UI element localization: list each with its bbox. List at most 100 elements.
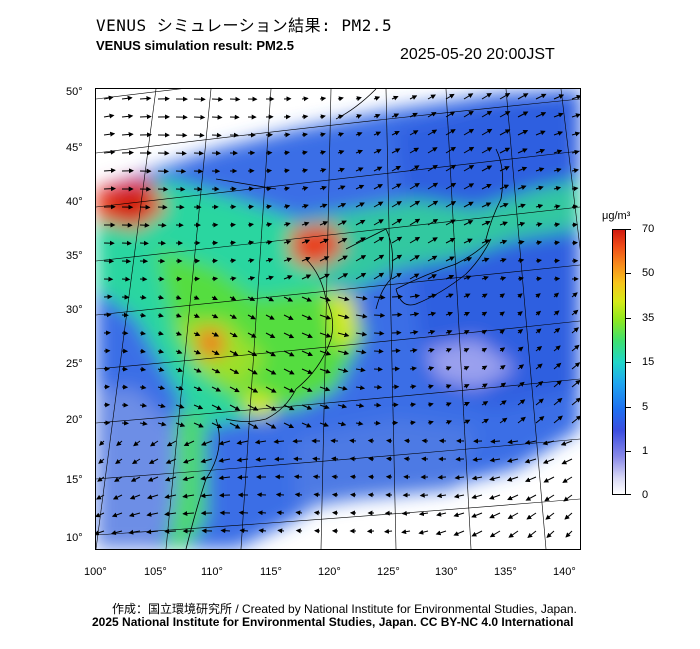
wind-arrow (427, 293, 437, 299)
wind-arrow (445, 182, 457, 190)
wind-arrow (535, 112, 547, 118)
wind-arrow (524, 458, 537, 464)
forecast-datetime: 2025-05-20 20:00JST (400, 46, 555, 63)
wind-arrow (571, 149, 580, 155)
wind-arrow (294, 492, 303, 498)
wind-arrow (499, 257, 507, 263)
wind-arrow (139, 402, 148, 408)
wind-arrow (373, 366, 383, 372)
wind-arrow (133, 440, 141, 447)
wind-arrow (481, 418, 489, 424)
wind-arrow (418, 511, 429, 517)
wind-arrow (247, 276, 256, 281)
wind-arrow (265, 368, 277, 375)
wind-arrow (319, 203, 328, 209)
wind-arrow (301, 221, 310, 227)
wind-arrow (499, 329, 505, 335)
wind-arrow (499, 111, 511, 118)
wind-arrow (128, 529, 141, 535)
wind-arrow (542, 440, 555, 446)
colorbar-tick-mark (626, 273, 631, 274)
wind-arrow (571, 204, 579, 210)
wind-arrow (517, 185, 527, 190)
colorbar-tick-label: 50 (642, 267, 655, 279)
wind-arrow (96, 530, 105, 536)
wind-arrow (445, 256, 455, 262)
wind-arrow (481, 239, 491, 244)
wind-arrow (237, 474, 249, 480)
wind-arrow (517, 293, 523, 299)
wind-arrow (463, 384, 470, 389)
wind-arrow (524, 439, 537, 445)
wind-arrow (535, 93, 547, 100)
wind-arrow (517, 416, 526, 424)
wind-arrow (535, 222, 543, 228)
wind-arrow (247, 386, 259, 393)
wind-arrow (157, 330, 164, 336)
wind-arrow (301, 296, 313, 302)
wind-arrow (229, 276, 237, 282)
wind-arrow (139, 348, 146, 354)
wind-arrow (391, 294, 403, 300)
wind-arrow (301, 422, 312, 428)
wind-arrow (427, 366, 435, 371)
map-canvas (96, 89, 580, 549)
wind-arrow (301, 256, 311, 262)
wind-arrow (409, 273, 420, 280)
wind-arrow (236, 440, 249, 445)
wind-arrow (445, 311, 454, 317)
wind-arrow (337, 220, 347, 226)
wind-arrow (229, 404, 241, 411)
wind-arrow (391, 236, 403, 244)
lat-label: 35° (66, 250, 83, 262)
wind-arrow (471, 475, 483, 481)
wind-arrow (283, 275, 293, 280)
wind-arrow (355, 167, 364, 172)
wind-arrow (121, 95, 133, 101)
lat-label: 10° (66, 532, 83, 544)
wind-arrow (524, 476, 537, 483)
wind-arrow (175, 313, 182, 318)
wind-arrow (139, 96, 152, 101)
wind-arrow (355, 420, 364, 426)
wind-arrow (265, 186, 272, 192)
wind-arrow (355, 202, 365, 208)
wind-arrow (319, 168, 327, 173)
lat-label: 45° (66, 142, 83, 154)
wind-arrow (427, 255, 438, 262)
wind-arrow (571, 415, 580, 424)
credit-line: 作成：国立環境研究所 / Created by National Institu… (112, 602, 577, 616)
wind-arrow (157, 367, 165, 372)
wind-arrow (463, 348, 470, 353)
wind-arrow (293, 474, 303, 480)
wind-arrow (148, 458, 159, 464)
wind-arrow (373, 330, 385, 336)
wind-arrow (373, 131, 382, 137)
wind-arrow (355, 313, 368, 319)
wind-arrow (499, 184, 510, 190)
wind-arrow (571, 344, 580, 352)
wind-arrow (229, 258, 237, 264)
wind-arrow (427, 111, 437, 118)
wind-arrow (564, 512, 573, 520)
wind-arrow (445, 420, 453, 425)
wind-arrow (355, 96, 362, 102)
wind-arrow (313, 492, 321, 498)
wind-arrow (283, 257, 293, 263)
wind-arrow (337, 314, 350, 320)
wind-arrow (427, 237, 438, 244)
wind-arrow (517, 276, 524, 282)
wind-arrow (139, 294, 147, 300)
wind-arrow (355, 403, 365, 409)
wind-arrow (247, 240, 255, 246)
wind-arrow (319, 256, 330, 262)
wind-arrow (409, 218, 421, 226)
colorbar-tick-label: 35 (642, 312, 655, 324)
pm25-map (95, 88, 581, 550)
wind-arrow (129, 494, 141, 500)
wind-arrow (211, 404, 222, 410)
wind-arrow (301, 150, 308, 156)
wind-arrow (525, 494, 537, 501)
wind-arrow (211, 350, 220, 355)
wind-arrow (409, 348, 418, 354)
